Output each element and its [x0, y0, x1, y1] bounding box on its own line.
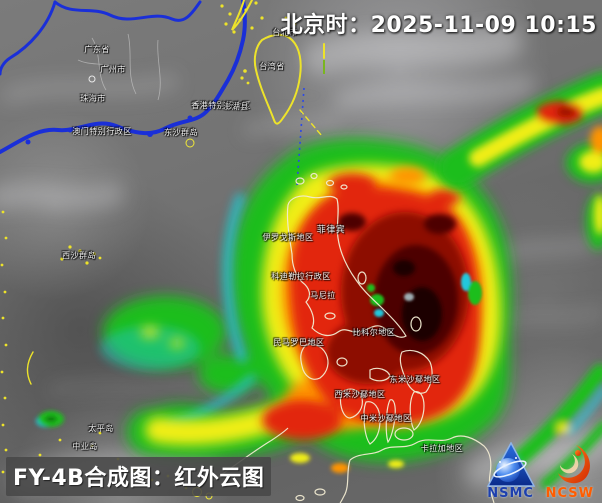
map-label: 卡拉加地区 — [420, 444, 464, 453]
map-label: 科迪勒拉行政区 — [271, 272, 331, 281]
china-coastline — [0, 0, 247, 154]
map-marker — [185, 138, 195, 148]
caption-text: FY-4B合成图：红外云图 — [13, 466, 265, 491]
nsmc-triangle-globe-icon — [486, 442, 535, 487]
nsmc-logo-text: NSMC — [487, 486, 534, 501]
map-label: 东米沙鄢地区 — [389, 375, 441, 384]
timestamp: 北京时：2025-11-09 10:15 — [280, 13, 597, 38]
map-label: 伊罗戈斯地区 — [262, 233, 314, 242]
philippines-coastline — [211, 172, 495, 503]
boundary-dashes — [296, 43, 325, 186]
nsmc-logo: NSMC — [486, 442, 536, 501]
map-label: 民马罗巴地区 — [273, 338, 325, 347]
map-label: 珠海市 — [80, 94, 106, 103]
map-label: 马尼拉 — [310, 291, 336, 300]
map-label: 中米沙鄢地区 — [360, 414, 412, 423]
caption-badge: FY-4B合成图：红外云图 — [6, 457, 272, 496]
map-label: 中业岛 — [72, 442, 98, 451]
map-label: 澳门特别行政区 — [72, 127, 132, 136]
map-label: 澎湖县 — [223, 102, 249, 111]
map-label: 西米沙鄢地区 — [334, 390, 386, 399]
map-label: 台湾省 — [259, 62, 285, 71]
logos: NSMC NCSW — [486, 442, 594, 501]
small-cells — [36, 411, 404, 473]
ncsw-logo: NCSW — [546, 442, 594, 501]
map-label: 香港特别行政区 — [191, 101, 251, 110]
typhoon-eye — [367, 273, 482, 317]
province-boundaries — [77, 33, 161, 101]
map-label: 东沙群岛 — [164, 128, 198, 137]
map-label: 广州市 — [100, 65, 126, 74]
map-label: 菲律宾 — [316, 225, 346, 236]
map-label: 比科尔地区 — [352, 328, 396, 337]
northeast-band-core — [469, 87, 602, 235]
map-marker — [88, 75, 96, 83]
ncsw-logo-text: NCSW — [545, 486, 594, 501]
map-label: 台北市 — [272, 28, 298, 37]
map-label: 广东省 — [84, 45, 110, 54]
ncsw-swirl-icon — [557, 445, 590, 484]
map-label: 太平岛 — [88, 424, 114, 433]
map-label: 西沙群岛 — [62, 251, 96, 260]
island-specks — [0, 1, 297, 490]
